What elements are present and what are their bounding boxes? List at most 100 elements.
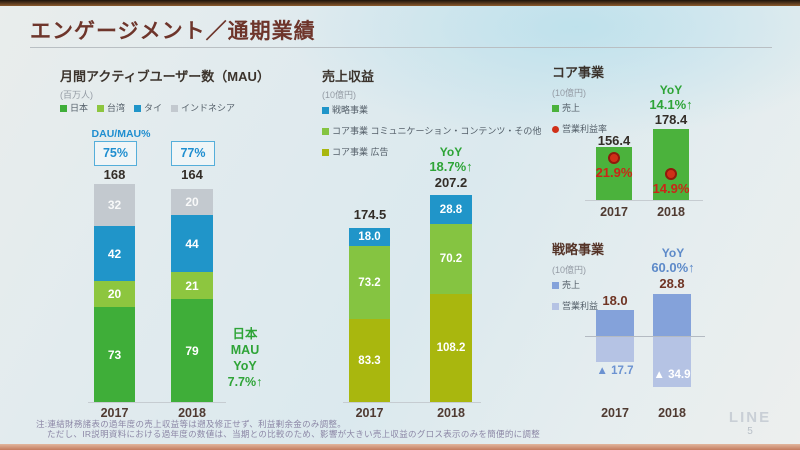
legend-item-thailand: タイ (134, 102, 162, 115)
title-underline (30, 47, 772, 48)
mau-2017-taiwan-segment: 20 (94, 281, 135, 307)
chart-core-unit: (10億円) (552, 88, 587, 98)
revenue-total-2017: 174.5 (353, 207, 387, 222)
revenue-2017-ads-segment: 83.3 (349, 319, 390, 402)
revenue-axis-line (343, 402, 481, 403)
revenue-2018-content-segment: 70.2 (430, 224, 472, 294)
core-2018-margin-dot-icon (665, 168, 677, 180)
indonesia-swatch-icon (171, 105, 179, 112)
strategic-total-2018: 28.8 (659, 276, 685, 291)
revenue-yoy-label: YoY (439, 145, 463, 159)
op-margin-dot-icon (552, 126, 559, 133)
mau-total-2018: 164 (181, 167, 203, 182)
legend-item-core-sales: 売上 (552, 102, 607, 115)
mau-total-2017: 168 (103, 167, 126, 182)
chart-mau-legend: 日本 台湾 タイ インドネシア (60, 102, 235, 115)
japan-mau-yoy-annotation: 日本 MAU YoY 7.7%↑ (227, 327, 263, 389)
photo-bottom-edge (0, 444, 800, 450)
legend-item-core-ads: コア事業 広告 (322, 146, 541, 159)
mau-2018-japan-segment: 79 (171, 299, 213, 402)
photo-top-edge (0, 0, 800, 6)
strategic-2017-loss-label: ▲ 17.7 (596, 365, 634, 377)
legend-item-taiwan: 台湾 (97, 102, 125, 115)
mau-axis-line (88, 402, 226, 403)
chart-strategic-legend: 売上 営業利益 (552, 279, 598, 321)
footnote-line-1: 注:連結財務諸表の過年度の売上収益等は遡及修正せず、利益剰余金のみ調整。 (36, 419, 347, 429)
core-2018-margin-label: 14.9% (652, 181, 690, 196)
revenue-2017-strategic-segment: 18.0 (349, 228, 390, 246)
core-yoy-value: 14.1%↑ (649, 97, 693, 112)
strategic-total-2017: 18.0 (602, 293, 628, 308)
chart-revenue-title: 売上収益 (322, 69, 375, 84)
chart-revenue-unit: (10億円) (322, 90, 357, 100)
core-total-2017: 156.4 (597, 133, 631, 148)
strategic-2018-loss-label: ▲ 34.9 (653, 369, 691, 381)
revenue-year-2018: 2018 (437, 406, 465, 420)
page-number: 5 (747, 426, 753, 437)
dau-mau-label: DAU/MAU% (91, 128, 151, 140)
strategic-2018-loss-bar (653, 336, 691, 387)
strategic-year-2017: 2017 (601, 406, 629, 420)
strategic-year-2018: 2018 (658, 406, 686, 420)
mau-2018-indonesia-segment: 20 (171, 189, 213, 215)
mau-2017-japan-segment: 73 (94, 307, 135, 402)
revenue-2018-ads-segment: 108.2 (430, 294, 472, 402)
page-title: エンゲージメント／通期業績 (30, 20, 316, 43)
legend-item-indonesia: インドネシア (171, 102, 235, 115)
mau-2018-taiwan-segment: 21 (171, 272, 213, 299)
strategic-yoy-value: 60.0%↑ (651, 260, 695, 275)
revenue-total-2018: 207.2 (434, 175, 468, 190)
taiwan-swatch-icon (97, 105, 105, 112)
revenue-yoy-value: 18.7%↑ (429, 159, 473, 174)
dau-mau-2017: 75% (94, 141, 137, 166)
strategic-swatch-icon (322, 107, 329, 114)
mau-2017-indonesia-segment: 32 (94, 184, 135, 226)
mau-year-2018: 2018 (178, 406, 206, 420)
legend-item-op-margin: 営業利益率 (552, 123, 607, 136)
strategic-2017-loss-bar (596, 336, 634, 362)
revenue-year-2017: 2017 (355, 406, 384, 420)
core-axis-line (585, 200, 703, 201)
core-2017-margin-label: 21.9% (595, 165, 633, 180)
legend-item-core-content: コア事業 コミュニケーション・コンテンツ・その他 (322, 125, 541, 138)
mau-bar-2017: 73 20 42 32 (94, 184, 135, 402)
revenue-2018-strategic-segment: 28.8 (430, 195, 472, 224)
core-2017-margin-dot-icon (608, 152, 620, 164)
strategic-sales-swatch-icon (552, 282, 559, 289)
mau-2017-thailand-segment: 42 (94, 226, 135, 281)
line-logo: LINE (728, 409, 772, 426)
chart-core-title: コア事業 (552, 65, 605, 80)
mau-bar-2018: 79 21 44 20 (171, 189, 213, 402)
core-ads-swatch-icon (322, 149, 329, 156)
strategic-2018-revenue-bar (653, 294, 691, 336)
legend-item-strategic: 戦略事業 (322, 104, 541, 117)
chart-revenue-legend: 戦略事業 コア事業 コミュニケーション・コンテンツ・その他 コア事業 広告 (322, 104, 541, 167)
footnote-line-2: ただし、IR説明資料における過年度の数値は、当期との比較のため、影響が大きい売上… (47, 429, 541, 439)
strategic-op-income-swatch-icon (552, 303, 559, 310)
core-total-2018: 178.4 (654, 112, 688, 127)
legend-item-japan: 日本 (60, 102, 88, 115)
core-yoy-label: YoY (659, 83, 683, 97)
strategic-yoy-label: YoY (661, 246, 685, 260)
dau-mau-2018: 77% (171, 141, 215, 166)
core-content-swatch-icon (322, 128, 329, 135)
japan-swatch-icon (60, 105, 67, 112)
mau-year-2017: 2017 (100, 406, 129, 420)
revenue-bar-2017: 83.3 73.2 18.0 (349, 228, 390, 402)
legend-item-strategic-sales: 売上 (552, 279, 598, 292)
chart-strategic-unit: (10億円) (552, 265, 587, 275)
mau-2018-thailand-segment: 44 (171, 215, 213, 272)
legend-item-strategic-op-income: 営業利益 (552, 300, 598, 313)
chart-mau-title: 月間アクティブユーザー数（MAU） (60, 69, 270, 84)
core-year-2017: 2017 (600, 205, 628, 219)
chart-mau-unit: (百万人) (60, 90, 93, 100)
strategic-2017-revenue-bar (596, 310, 634, 336)
chart-strategic-title: 戦略事業 (552, 242, 605, 257)
strategic-zero-line (585, 336, 705, 337)
chart-core-legend: 売上 営業利益率 (552, 102, 607, 144)
revenue-bar-2018: 108.2 70.2 28.8 (430, 195, 472, 402)
revenue-2017-content-segment: 73.2 (349, 246, 390, 319)
core-bar-2018 (653, 129, 689, 200)
core-year-2018: 2018 (657, 205, 685, 219)
